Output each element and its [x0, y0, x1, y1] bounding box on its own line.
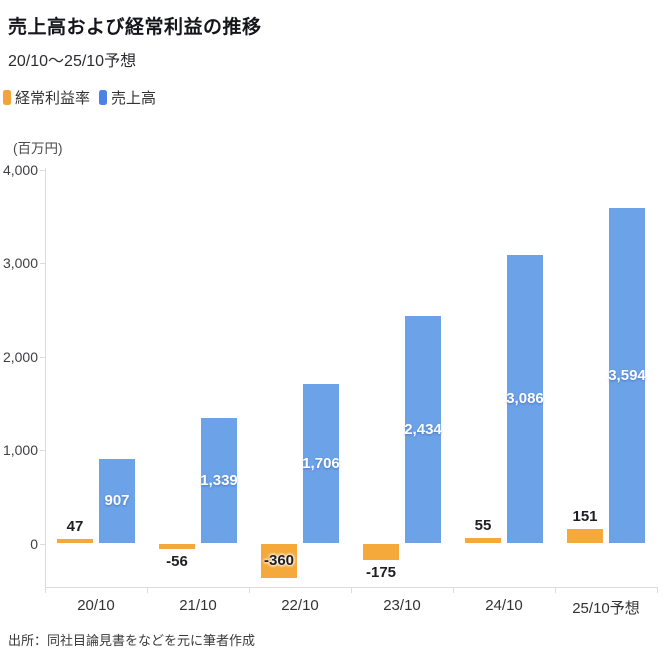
bar-value-label: 3,594	[608, 366, 646, 384]
y-axis-tick	[40, 169, 45, 171]
bar-profit-24/10[interactable]	[465, 538, 501, 544]
y-axis-tick	[40, 450, 45, 452]
legend-label-sales: 売上高	[111, 90, 157, 107]
bar-value-label: 2,434	[404, 420, 442, 438]
bar-value-label: 1,706	[302, 454, 340, 472]
x-axis-label: 25/10予想	[572, 600, 640, 617]
y-axis-tick	[40, 543, 45, 545]
x-axis-label: 24/10	[485, 597, 523, 614]
x-axis-label: 23/10	[383, 597, 421, 614]
x-axis-tick	[249, 587, 250, 593]
x-axis-tick	[351, 587, 352, 593]
y-axis-tick-label: 0	[30, 535, 38, 552]
bar-sales-23/10[interactable]	[405, 316, 441, 544]
x-axis-label: 22/10	[281, 597, 319, 614]
x-axis-label: 20/10	[77, 597, 115, 614]
y-axis-tick-label: 3,000	[2, 255, 38, 272]
chart-subtitle: 20/10〜25/10予想	[8, 53, 137, 70]
bar-value-label: 55	[474, 517, 492, 535]
bar-value-label: -56	[166, 553, 188, 571]
legend-label-profit: 経常利益率	[15, 90, 91, 107]
bar-value-label: 3,086	[506, 390, 544, 408]
legend-swatch-orange-icon	[3, 90, 11, 105]
legend-swatch-blue-icon	[99, 90, 108, 105]
bar-sales-21/10[interactable]	[201, 418, 237, 544]
bar-value-label: -175	[365, 564, 397, 582]
y-axis-tick-label: 2,000	[2, 348, 38, 365]
bar-sales-25/10予想[interactable]	[609, 207, 645, 544]
x-axis-tick	[45, 587, 46, 593]
bar-profit-25/10予想[interactable]	[567, 529, 603, 544]
x-axis-tick	[555, 587, 556, 593]
bar-profit-22/10[interactable]	[261, 544, 297, 578]
x-axis-tick	[147, 587, 148, 593]
bar-value-label: 907	[104, 492, 130, 510]
bar-sales-24/10[interactable]	[507, 255, 543, 544]
legend: 経常利益率 売上高	[3, 87, 156, 108]
y-axis-tick	[40, 356, 45, 358]
bar-value-label: 47	[66, 518, 84, 536]
source-note: 出所：同社目論見書をなどを元に筆者作成	[8, 633, 256, 648]
bar-value-label: 151	[572, 508, 598, 526]
bar-value-label: -360	[263, 551, 295, 569]
bar-profit-23/10[interactable]	[363, 544, 399, 561]
legend-item-profit[interactable]: 経常利益率	[3, 87, 90, 108]
bar-value-label: 1,339	[200, 471, 238, 489]
y-axis-tick-label: 4,000	[2, 161, 38, 178]
x-axis-tick	[657, 587, 658, 593]
bar-profit-21/10[interactable]	[159, 544, 195, 550]
y-axis-tick	[40, 263, 45, 265]
bar-sales-20/10[interactable]	[99, 458, 135, 544]
x-axis-tick	[453, 587, 454, 593]
bar-sales-22/10[interactable]	[303, 384, 339, 544]
y-axis-unit-label: (百万円)	[13, 141, 63, 156]
legend-item-sales[interactable]: 売上高	[99, 87, 156, 108]
y-axis-tick-label: 1,000	[2, 442, 38, 459]
chart-title: 売上高および経常利益の推移	[8, 17, 262, 38]
y-axis-line	[45, 168, 46, 587]
bar-profit-20/10[interactable]	[57, 539, 93, 544]
x-axis-label: 21/10	[179, 597, 217, 614]
